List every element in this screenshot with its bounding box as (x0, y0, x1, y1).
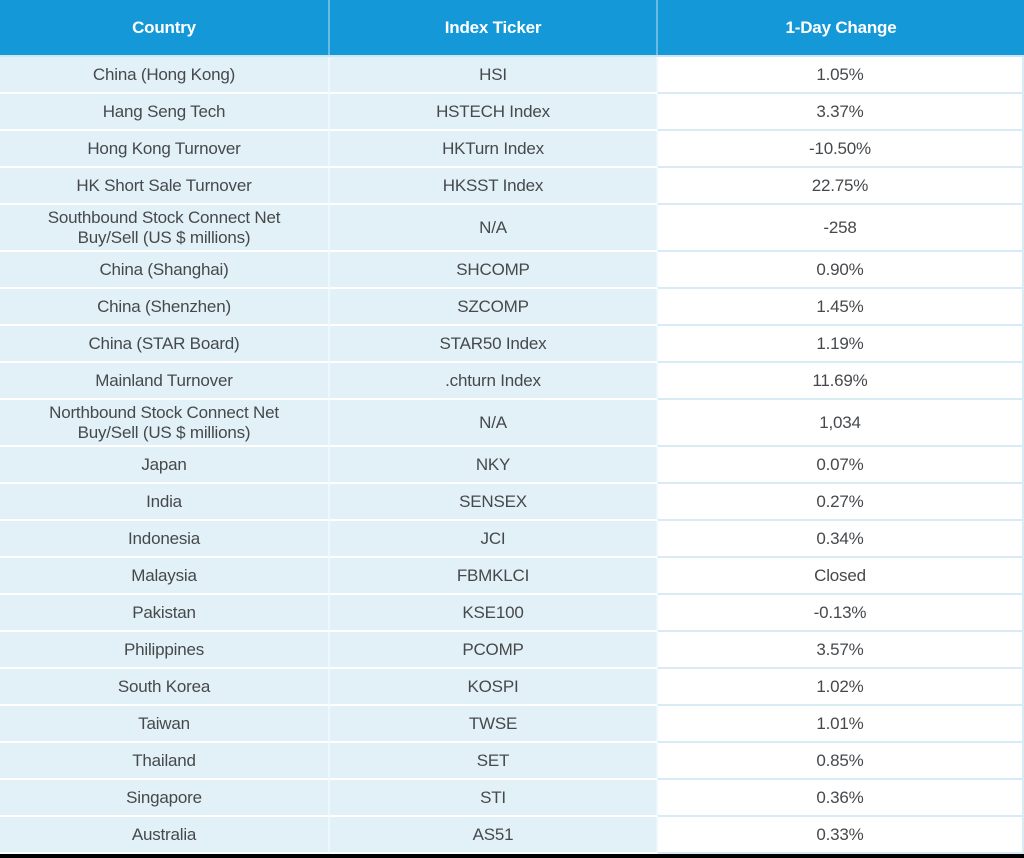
country-cell: Hong Kong Turnover (0, 131, 330, 168)
country-cell: Northbound Stock Connect Net Buy/Sell (U… (0, 400, 330, 447)
ticker-cell: HSTECH Index (330, 94, 658, 131)
table-row: China (Shenzhen) SZCOMP 1.45% (0, 289, 1024, 326)
table-row: Pakistan KSE100 -0.13% (0, 595, 1024, 632)
change-cell: -258 (658, 205, 1024, 252)
country-cell: Japan (0, 447, 330, 484)
ticker-cell: HKTurn Index (330, 131, 658, 168)
country-cell: Malaysia (0, 558, 330, 595)
country-cell: Singapore (0, 780, 330, 817)
country-cell: Thailand (0, 743, 330, 780)
change-cell: 1.05% (658, 57, 1024, 94)
table-row: HK Short Sale Turnover HKSST Index 22.75% (0, 168, 1024, 205)
ticker-cell: N/A (330, 205, 658, 252)
ticker-cell: FBMKLCI (330, 558, 658, 595)
change-cell: -0.13% (658, 595, 1024, 632)
ticker-cell: JCI (330, 521, 658, 558)
country-cell: China (Shenzhen) (0, 289, 330, 326)
change-cell: 1.45% (658, 289, 1024, 326)
change-cell: -10.50% (658, 131, 1024, 168)
ticker-cell: SET (330, 743, 658, 780)
ticker-cell: TWSE (330, 706, 658, 743)
country-cell: Mainland Turnover (0, 363, 330, 400)
change-cell: 3.37% (658, 94, 1024, 131)
change-cell: 1.01% (658, 706, 1024, 743)
ticker-cell: HSI (330, 57, 658, 94)
ticker-cell: PCOMP (330, 632, 658, 669)
table-row: China (Shanghai) SHCOMP 0.90% (0, 252, 1024, 289)
ticker-cell: HKSST Index (330, 168, 658, 205)
table-row: India SENSEX 0.27% (0, 484, 1024, 521)
change-cell: 0.85% (658, 743, 1024, 780)
table-row: Hang Seng Tech HSTECH Index 3.37% (0, 94, 1024, 131)
country-cell: Taiwan (0, 706, 330, 743)
ticker-cell: SZCOMP (330, 289, 658, 326)
change-cell: 0.07% (658, 447, 1024, 484)
change-cell: 1,034 (658, 400, 1024, 447)
change-cell: 1.02% (658, 669, 1024, 706)
table-row: Japan NKY 0.07% (0, 447, 1024, 484)
ticker-cell: NKY (330, 447, 658, 484)
change-cell: 3.57% (658, 632, 1024, 669)
ticker-cell: SENSEX (330, 484, 658, 521)
ticker-cell: N/A (330, 400, 658, 447)
column-header-1-day-change: 1-Day Change (785, 17, 897, 37)
table-row: Southbound Stock Connect Net Buy/Sell (U… (0, 205, 1024, 252)
country-cell: China (Shanghai) (0, 252, 330, 289)
country-cell: Philippines (0, 632, 330, 669)
country-cell: South Korea (0, 669, 330, 706)
country-cell: China (Hong Kong) (0, 57, 330, 94)
table-row: South Korea KOSPI 1.02% (0, 669, 1024, 706)
country-cell: Hang Seng Tech (0, 94, 330, 131)
table-row: Northbound Stock Connect Net Buy/Sell (U… (0, 400, 1024, 447)
table-row: Indonesia JCI 0.34% (0, 521, 1024, 558)
table-row: Hong Kong Turnover HKTurn Index -10.50% (0, 131, 1024, 168)
change-cell: Closed (658, 558, 1024, 595)
table-row: Mainland Turnover .chturn Index 11.69% (0, 363, 1024, 400)
table-row: Malaysia FBMKLCI Closed (0, 558, 1024, 595)
column-header-index-ticker: Index Ticker (330, 0, 658, 55)
ticker-cell: AS51 (330, 817, 658, 854)
ticker-cell: .chturn Index (330, 363, 658, 400)
change-cell: 22.75% (658, 168, 1024, 205)
ticker-cell: KOSPI (330, 669, 658, 706)
change-cell: 11.69% (658, 363, 1024, 400)
ticker-cell: KSE100 (330, 595, 658, 632)
table-row: China (STAR Board) STAR50 Index 1.19% (0, 326, 1024, 363)
table-row: Australia AS51 0.33% (0, 817, 1024, 854)
table-row: Thailand SET 0.85% (0, 743, 1024, 780)
change-cell: 0.27% (658, 484, 1024, 521)
country-cell: Pakistan (0, 595, 330, 632)
country-cell: China (STAR Board) (0, 326, 330, 363)
table-header-row: Country Index Ticker 1-Day Change (0, 0, 1024, 57)
country-cell: Southbound Stock Connect Net Buy/Sell (U… (0, 205, 330, 252)
country-cell: Indonesia (0, 521, 330, 558)
table-bottom-border (0, 854, 1024, 858)
change-cell: 1.19% (658, 326, 1024, 363)
country-cell: HK Short Sale Turnover (0, 168, 330, 205)
table-row: China (Hong Kong) HSI 1.05% (0, 57, 1024, 94)
country-cell: India (0, 484, 330, 521)
ticker-cell: STAR50 Index (330, 326, 658, 363)
ticker-cell: STI (330, 780, 658, 817)
change-cell: 0.34% (658, 521, 1024, 558)
column-header-country: Country (0, 0, 330, 55)
table-row: Singapore STI 0.36% (0, 780, 1024, 817)
ticker-cell: SHCOMP (330, 252, 658, 289)
table-body: China (Hong Kong) HSI 1.05% Hang Seng Tech H… (0, 57, 1024, 854)
change-cell: 0.36% (658, 780, 1024, 817)
change-cell: 0.90% (658, 252, 1024, 289)
table-row: Philippines PCOMP 3.57% (0, 632, 1024, 669)
table-row: Taiwan TWSE 1.01% (0, 706, 1024, 743)
country-cell: Australia (0, 817, 330, 854)
change-cell: 0.33% (658, 817, 1024, 854)
